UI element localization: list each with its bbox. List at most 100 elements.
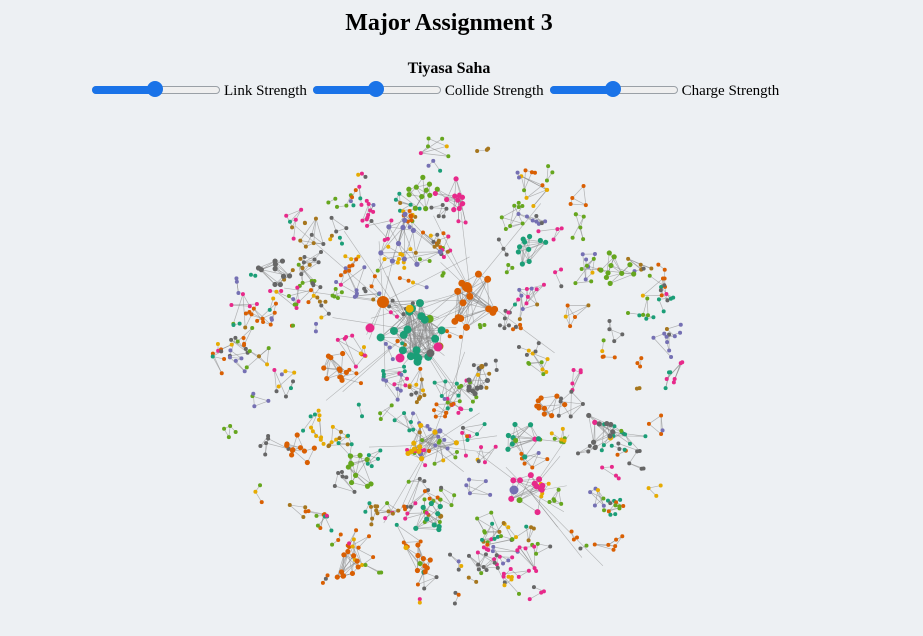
graph-node[interactable]: [524, 214, 529, 219]
graph-node[interactable]: [408, 504, 413, 509]
graph-node[interactable]: [413, 357, 422, 366]
graph-node[interactable]: [386, 244, 391, 249]
graph-node[interactable]: [600, 465, 605, 470]
graph-node[interactable]: [479, 571, 484, 576]
graph-node[interactable]: [508, 495, 515, 502]
graph-node[interactable]: [452, 193, 458, 199]
graph-node[interactable]: [334, 204, 339, 209]
graph-node[interactable]: [234, 279, 239, 284]
graph-node[interactable]: [411, 427, 416, 432]
graph-node[interactable]: [449, 402, 454, 407]
graph-node[interactable]: [348, 479, 355, 486]
graph-node[interactable]: [479, 445, 484, 450]
graph-node[interactable]: [332, 483, 337, 488]
graph-node[interactable]: [229, 303, 234, 308]
graph-node[interactable]: [660, 276, 665, 281]
graph-node[interactable]: [465, 434, 470, 439]
graph-node[interactable]: [592, 503, 597, 508]
graph-node[interactable]: [402, 411, 407, 416]
graph-node[interactable]: [491, 544, 496, 549]
graph-node[interactable]: [437, 519, 442, 524]
graph-node[interactable]: [418, 366, 423, 371]
graph-node[interactable]: [402, 369, 407, 374]
graph-node[interactable]: [304, 459, 310, 466]
graph-node[interactable]: [299, 207, 304, 212]
graph-node[interactable]: [568, 324, 573, 329]
graph-node[interactable]: [411, 280, 416, 285]
graph-node[interactable]: [433, 443, 438, 448]
graph-node[interactable]: [570, 235, 575, 240]
graph-node[interactable]: [460, 201, 466, 207]
graph-node[interactable]: [634, 386, 639, 391]
graph-node[interactable]: [382, 257, 387, 262]
graph-node[interactable]: [423, 187, 429, 193]
graph-node[interactable]: [414, 261, 420, 267]
graph-node[interactable]: [263, 452, 268, 457]
graph-node[interactable]: [339, 377, 345, 383]
graph-node[interactable]: [503, 226, 508, 231]
graph-node[interactable]: [661, 309, 666, 314]
graph-node[interactable]: [501, 561, 506, 566]
graph-node[interactable]: [549, 413, 555, 419]
graph-node[interactable]: [399, 330, 408, 339]
graph-node[interactable]: [347, 545, 352, 550]
graph-node[interactable]: [210, 354, 215, 359]
graph-node[interactable]: [413, 250, 418, 255]
graph-node[interactable]: [444, 144, 449, 149]
graph-node[interactable]: [283, 394, 288, 399]
graph-node[interactable]: [354, 288, 359, 293]
graph-node[interactable]: [421, 230, 426, 235]
graph-node[interactable]: [418, 456, 425, 462]
graph-node[interactable]: [358, 351, 363, 356]
graph-node[interactable]: [423, 206, 429, 212]
graph-node[interactable]: [309, 425, 314, 430]
graph-node[interactable]: [260, 316, 265, 321]
graph-node[interactable]: [384, 378, 389, 383]
graph-node[interactable]: [229, 342, 234, 347]
graph-node[interactable]: [340, 573, 346, 579]
graph-node[interactable]: [336, 441, 341, 446]
graph-node[interactable]: [457, 315, 465, 323]
graph-node[interactable]: [646, 421, 651, 426]
graph-node[interactable]: [301, 448, 308, 454]
graph-node[interactable]: [330, 293, 335, 298]
graph-node[interactable]: [526, 246, 532, 252]
graph-node[interactable]: [321, 441, 326, 446]
graph-node[interactable]: [420, 504, 426, 510]
graph-node[interactable]: [466, 377, 472, 383]
graph-node[interactable]: [552, 498, 557, 503]
graph-node[interactable]: [439, 485, 444, 490]
graph-node[interactable]: [672, 377, 677, 382]
graph-node[interactable]: [298, 256, 303, 261]
graph-node[interactable]: [522, 454, 528, 460]
graph-node[interactable]: [272, 266, 278, 272]
graph-node[interactable]: [608, 421, 614, 428]
graph-node[interactable]: [396, 257, 401, 262]
graph-node[interactable]: [583, 203, 588, 208]
graph-node[interactable]: [360, 563, 365, 568]
graph-node[interactable]: [623, 432, 628, 437]
graph-node[interactable]: [323, 576, 328, 581]
graph-node[interactable]: [400, 224, 406, 231]
graph-node[interactable]: [235, 339, 240, 344]
graph-node[interactable]: [406, 479, 411, 484]
graph-node[interactable]: [324, 375, 330, 382]
graph-node[interactable]: [529, 286, 534, 291]
graph-node[interactable]: [509, 577, 514, 582]
graph-node[interactable]: [291, 379, 296, 384]
graph-node[interactable]: [296, 299, 301, 304]
graph-node[interactable]: [517, 287, 522, 292]
graph-node[interactable]: [352, 489, 357, 494]
graph-node[interactable]: [488, 492, 493, 497]
graph-node[interactable]: [229, 337, 234, 342]
graph-node[interactable]: [541, 372, 546, 377]
graph-node[interactable]: [460, 425, 465, 430]
graph-node[interactable]: [375, 268, 380, 273]
graph-node[interactable]: [466, 292, 474, 300]
graph-node[interactable]: [506, 323, 511, 328]
graph-node[interactable]: [319, 303, 324, 308]
graph-node[interactable]: [354, 291, 359, 296]
graph-node[interactable]: [440, 136, 445, 141]
graph-node[interactable]: [571, 368, 576, 373]
graph-node[interactable]: [641, 312, 646, 317]
